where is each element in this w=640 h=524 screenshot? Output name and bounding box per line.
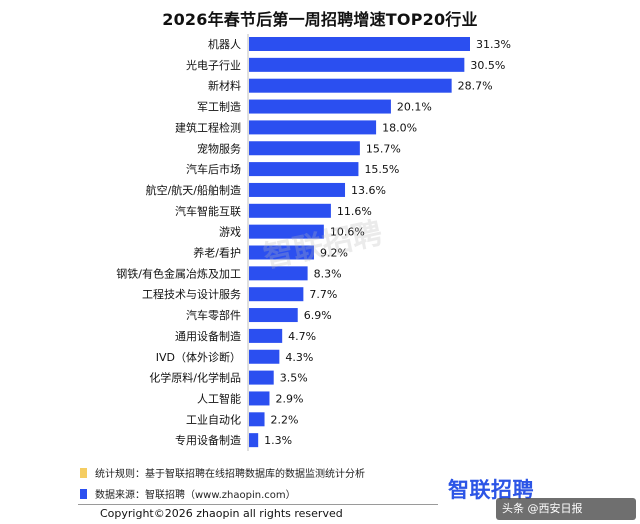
data-label: 7.7% <box>309 288 337 301</box>
footer-divider <box>78 504 438 505</box>
stat-rule-note: 统计规则：基于智联招聘在线招聘数据库的数据监测统计分析 <box>80 465 365 480</box>
bar <box>249 245 314 260</box>
source-bullet-icon <box>80 489 87 499</box>
stat-rule-text: 统计规则：基于智联招聘在线招聘数据库的数据监测统计分析 <box>95 469 365 480</box>
data-label: 4.7% <box>288 330 316 343</box>
bar <box>249 391 270 406</box>
category-label: 游戏 <box>219 226 241 239</box>
category-label: 建筑工程检测 <box>175 120 241 134</box>
bar-chart: 机器人 31.3% 光电子行业 30.5% 新材料 28.7% 军工制造 20.1% 建筑工程检… <box>116 34 511 451</box>
category-label: 养老/看护 <box>193 246 241 260</box>
category-label: 军工制造 <box>197 100 241 114</box>
rule-bullet-icon <box>80 468 87 478</box>
toutiao-badge: 头条 @西安日报 <box>496 498 636 520</box>
bar <box>249 57 465 72</box>
category-label: 汽车智能互联 <box>175 204 241 218</box>
data-label: 1.3% <box>264 434 292 447</box>
category-label: 化学原料/化学制品 <box>149 371 241 385</box>
category-label: 机器人 <box>208 37 241 51</box>
bar <box>249 266 308 281</box>
bar <box>249 412 265 427</box>
category-label: 宠物服务 <box>197 141 241 155</box>
data-label: 9.2% <box>320 247 348 260</box>
category-label: 汽车零部件 <box>186 308 241 322</box>
bar <box>249 162 359 177</box>
data-label: 20.1% <box>397 101 432 114</box>
bar <box>249 120 377 135</box>
copyright: Copyright©2026 zhaopin all rights reserv… <box>100 507 343 520</box>
data-label: 15.7% <box>366 142 401 155</box>
data-label: 6.9% <box>304 309 332 322</box>
bar <box>249 308 298 323</box>
data-label: 3.5% <box>280 372 308 385</box>
bar <box>249 99 391 114</box>
category-label: 工程技术与设计服务 <box>142 288 241 301</box>
bar <box>249 287 304 302</box>
category-label: 航空/航天/船舶制造 <box>146 183 241 197</box>
category-label: 新材料 <box>208 79 241 93</box>
data-label: 8.3% <box>314 267 342 280</box>
bar <box>249 349 280 364</box>
data-label: 4.3% <box>285 351 313 364</box>
bar <box>249 203 331 218</box>
chart-title: 2026年春节后第一周招聘增速TOP20行业 <box>162 10 478 29</box>
bar <box>249 433 259 448</box>
data-label: 18.0% <box>382 121 417 134</box>
data-source-note: 数据来源：智联招聘（www.zhaopin.com） <box>80 486 296 501</box>
bar <box>249 370 274 385</box>
bar <box>249 78 452 93</box>
data-label: 2.9% <box>275 392 303 405</box>
data-label: 15.5% <box>364 163 399 176</box>
category-label: IVD（体外诊断） <box>156 350 241 364</box>
data-label: 10.6% <box>330 226 365 239</box>
bar <box>249 141 360 156</box>
data-source-text: 数据来源：智联招聘（www.zhaopin.com） <box>95 490 296 501</box>
category-label: 人工智能 <box>197 391 241 405</box>
data-label: 2.2% <box>271 413 299 426</box>
category-label: 汽车后市场 <box>186 162 241 176</box>
bar <box>249 182 346 197</box>
data-label: 11.6% <box>337 205 372 218</box>
data-label: 13.6% <box>351 184 386 197</box>
data-label: 31.3% <box>476 38 511 51</box>
category-label: 通用设备制造 <box>175 329 241 343</box>
data-label: 28.7% <box>458 80 493 93</box>
bar <box>249 328 283 343</box>
bar <box>249 37 470 51</box>
category-label: 钢铁/有色金属冶炼及加工 <box>116 266 241 280</box>
bar <box>249 224 324 239</box>
category-label: 光电子行业 <box>186 58 241 72</box>
data-label: 30.5% <box>470 59 505 72</box>
category-label: 专用设备制造 <box>175 433 241 447</box>
category-label: 工业自动化 <box>186 412 241 426</box>
